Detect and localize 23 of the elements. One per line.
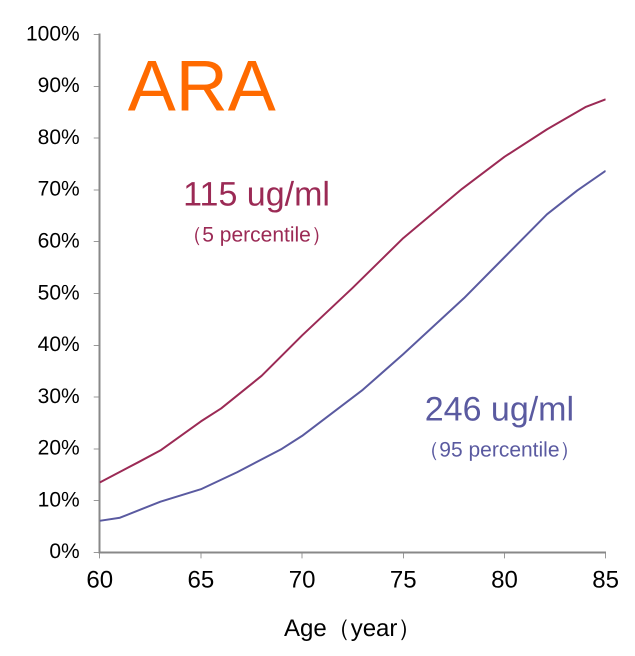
y-tick-label: 0% (49, 540, 80, 564)
y-tick-label: 30% (38, 384, 80, 408)
annotation: （95 percentile） (418, 438, 581, 462)
x-tick-label: 80 (491, 566, 518, 594)
y-tick-label: 10% (38, 488, 80, 512)
x-tick-label: 70 (288, 566, 316, 594)
annotation: （5 percentile） (181, 223, 332, 246)
chart-title: ARA (128, 46, 276, 126)
y-tick-label: 60% (38, 230, 80, 253)
x-tick-label: 65 (188, 566, 214, 594)
x-tick-label: 85 (592, 566, 620, 594)
y-tick-label: 70% (38, 178, 80, 201)
y-tick-label: 100% (26, 22, 80, 46)
x-axis-title: Age（year） (284, 615, 422, 642)
y-tick-label: 50% (38, 281, 80, 304)
y-tick-label: 40% (38, 333, 80, 356)
text: 115 ug/ml (183, 175, 330, 214)
y-tick-label: 90% (38, 74, 80, 98)
x-tick-label: 60 (86, 566, 114, 594)
y-tick-label: 80% (38, 126, 80, 149)
x-tick-label: 75 (390, 566, 417, 594)
y-tick-label: 20% (38, 436, 80, 460)
series-label: 246 ug/ml (424, 390, 574, 428)
